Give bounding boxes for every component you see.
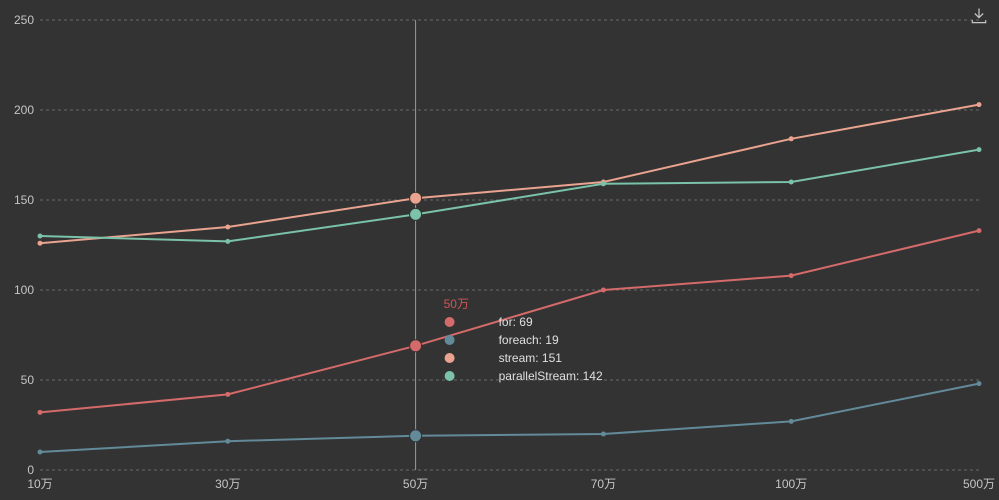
tooltip-line: parallelStream: 142 — [499, 369, 603, 383]
x-tick-label: 30万 — [215, 477, 240, 491]
y-tick-label: 0 — [27, 463, 34, 477]
hover-marker — [410, 340, 422, 352]
y-tick-label: 150 — [14, 193, 34, 207]
tooltip-line: foreach: 19 — [499, 333, 559, 347]
x-tick-label: 500万 — [963, 477, 995, 491]
x-tick-label: 10万 — [27, 477, 52, 491]
series-marker — [789, 180, 794, 185]
series-marker — [977, 381, 982, 386]
series-marker — [789, 136, 794, 141]
y-tick-label: 200 — [14, 103, 34, 117]
series-marker — [601, 432, 606, 437]
download-icon — [969, 6, 989, 26]
series-marker — [789, 419, 794, 424]
x-tick-label: 70万 — [591, 477, 616, 491]
x-tick-label: 100万 — [775, 477, 807, 491]
series-marker — [789, 273, 794, 278]
y-tick-label: 250 — [14, 13, 34, 27]
series-marker — [38, 234, 43, 239]
series-marker — [225, 225, 230, 230]
tooltip-swatch — [445, 317, 455, 327]
x-tick-label: 50万 — [403, 477, 428, 491]
y-tick-label: 50 — [21, 373, 35, 387]
hover-marker — [410, 192, 422, 204]
tooltip-title: 50万 — [444, 297, 469, 311]
tooltip-swatch — [445, 371, 455, 381]
series-marker — [977, 147, 982, 152]
series-marker — [225, 239, 230, 244]
series-marker — [601, 288, 606, 293]
hover-marker — [410, 430, 422, 442]
series-marker — [38, 450, 43, 455]
download-button[interactable] — [969, 6, 989, 26]
y-tick-label: 100 — [14, 283, 34, 297]
series-marker — [225, 439, 230, 444]
tooltip-swatch — [445, 353, 455, 363]
series-marker — [38, 410, 43, 415]
series-marker — [977, 228, 982, 233]
tooltip-swatch — [445, 335, 455, 345]
series-marker — [601, 181, 606, 186]
tooltip-line: stream: 151 — [499, 351, 563, 365]
series-marker — [38, 241, 43, 246]
hover-marker — [410, 208, 422, 220]
series-marker — [977, 102, 982, 107]
line-chart: 0 50 100 150 200 250 10万 30万 50万 70万 100万 500万 50万 fo… — [0, 0, 999, 500]
tooltip-line: for: 69 — [499, 315, 533, 329]
series-marker — [225, 392, 230, 397]
